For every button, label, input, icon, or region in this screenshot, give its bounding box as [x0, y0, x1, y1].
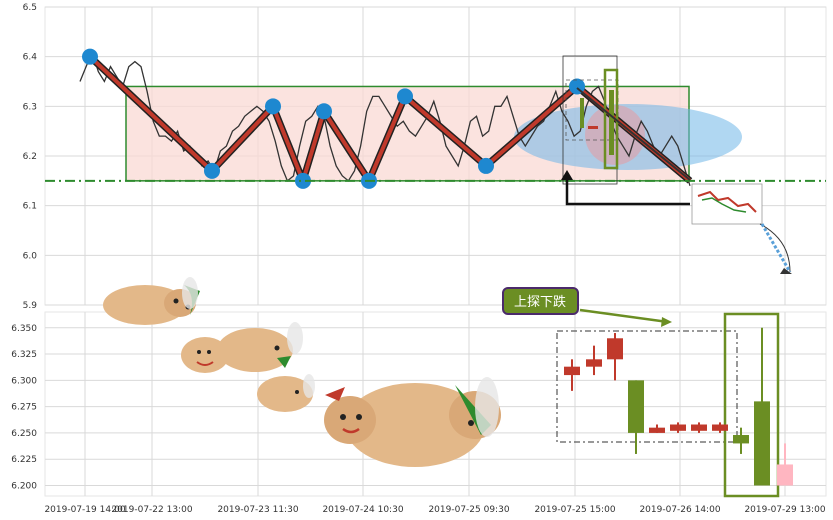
x-tick-label: 2019-07-25 09:30 [428, 505, 509, 515]
price-y-tick-label: 6.5 [23, 3, 37, 13]
pivot-point [295, 172, 311, 189]
callout-label: 上探下跌 [514, 294, 566, 310]
x-tick-label: 2019-07-25 15:00 [534, 505, 615, 515]
x-tick-label: 2019-07-29 13:00 [744, 505, 825, 515]
x-tick-label: 2019-07-23 11:30 [217, 505, 298, 515]
price-y-tick-label: 6.3 [23, 102, 37, 112]
pivot-point [82, 48, 98, 65]
candle-body [733, 435, 749, 444]
zigzag-line [88, 55, 692, 183]
zoom-y-tick-label: 6.325 [11, 350, 37, 360]
reversal-candle-1 [580, 98, 584, 128]
projection-curve [759, 223, 791, 273]
candle-body [670, 424, 686, 431]
x-tick-label: 2019-07-19 14:00 [44, 505, 125, 515]
projection-arrow-head-icon [780, 268, 792, 274]
price-y-tick-label: 5.9 [23, 301, 38, 311]
zoom-dashed-frame [556, 330, 738, 443]
zoom-y-tick-label: 6.275 [11, 403, 37, 413]
pivot-point [316, 103, 332, 120]
price-y-tick-label: 6.4 [23, 53, 38, 63]
pivot-point [265, 98, 281, 115]
callout-arrow [579, 308, 669, 324]
candle-layer [564, 327, 793, 486]
x-tick-label: 2019-07-24 10:30 [322, 505, 403, 515]
price-y-ticks: 6.5 6.4 6.3 6.2 6.1 6.0 5.9 [23, 3, 38, 311]
zoom-y-ticks: 6.350 6.325 6.300 6.275 6.250 6.225 6.200 [11, 324, 37, 492]
zigzag-layer [87, 54, 693, 185]
candle-body [628, 380, 644, 433]
puppy-illustration-small [103, 277, 200, 325]
zoom-y-tick-label: 6.200 [11, 481, 37, 491]
x-tick-label: 2019-07-22 13:00 [111, 505, 192, 515]
zoom-y-tick-label: 6.350 [11, 324, 37, 334]
pivot-point [397, 88, 413, 105]
pivot-point [204, 162, 220, 179]
puppy-illustration-right [217, 322, 303, 372]
candle-body [607, 338, 623, 360]
arrow-bracket [565, 176, 690, 206]
price-y-tick-label: 6.1 [23, 202, 37, 212]
candle-body [691, 424, 707, 431]
pivot-point [478, 157, 494, 174]
mini-thumbnail-sketch-green [701, 197, 747, 213]
puppy-illustration-large [324, 377, 501, 467]
zoom-y-tick-label: 6.300 [11, 376, 37, 386]
price-y-tick-label: 6.2 [23, 152, 37, 162]
candle-body [586, 359, 602, 367]
price-y-tick-label: 6.0 [23, 251, 38, 261]
candle-body [754, 401, 770, 486]
callout-box [502, 287, 579, 315]
projection-arrow [760, 223, 792, 273]
callout-arrow-head-icon [661, 317, 672, 327]
puppy-illustration-mid [181, 337, 229, 373]
reversal-candle-3 [609, 90, 614, 155]
x-tick-label: 2019-07-26 14:00 [639, 505, 720, 515]
zoom-green-frame [723, 312, 780, 498]
zoom-y-tick-label: 6.250 [11, 429, 37, 439]
mini-thumbnail-sketch [697, 190, 757, 213]
candle-body [649, 427, 665, 433]
arrow-head-icon [561, 170, 573, 180]
puppy-illustration-lower [257, 374, 315, 412]
candle-body [564, 366, 580, 376]
candle-body [777, 464, 793, 486]
trend-line [576, 87, 691, 181]
reversal-candle-2 [588, 126, 598, 129]
mini-thumbnail [691, 183, 763, 225]
candle-body [712, 424, 728, 431]
highlight-circle [585, 105, 645, 165]
zoom-y-tick-label: 6.225 [11, 455, 37, 465]
zoom-grid [45, 312, 826, 496]
reversal-bar-green [603, 68, 619, 170]
